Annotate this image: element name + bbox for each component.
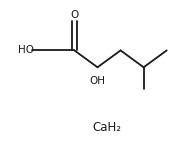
Text: CaH₂: CaH₂: [93, 121, 122, 134]
Text: HO: HO: [18, 45, 34, 55]
Text: OH: OH: [90, 76, 105, 86]
Text: O: O: [70, 10, 79, 20]
